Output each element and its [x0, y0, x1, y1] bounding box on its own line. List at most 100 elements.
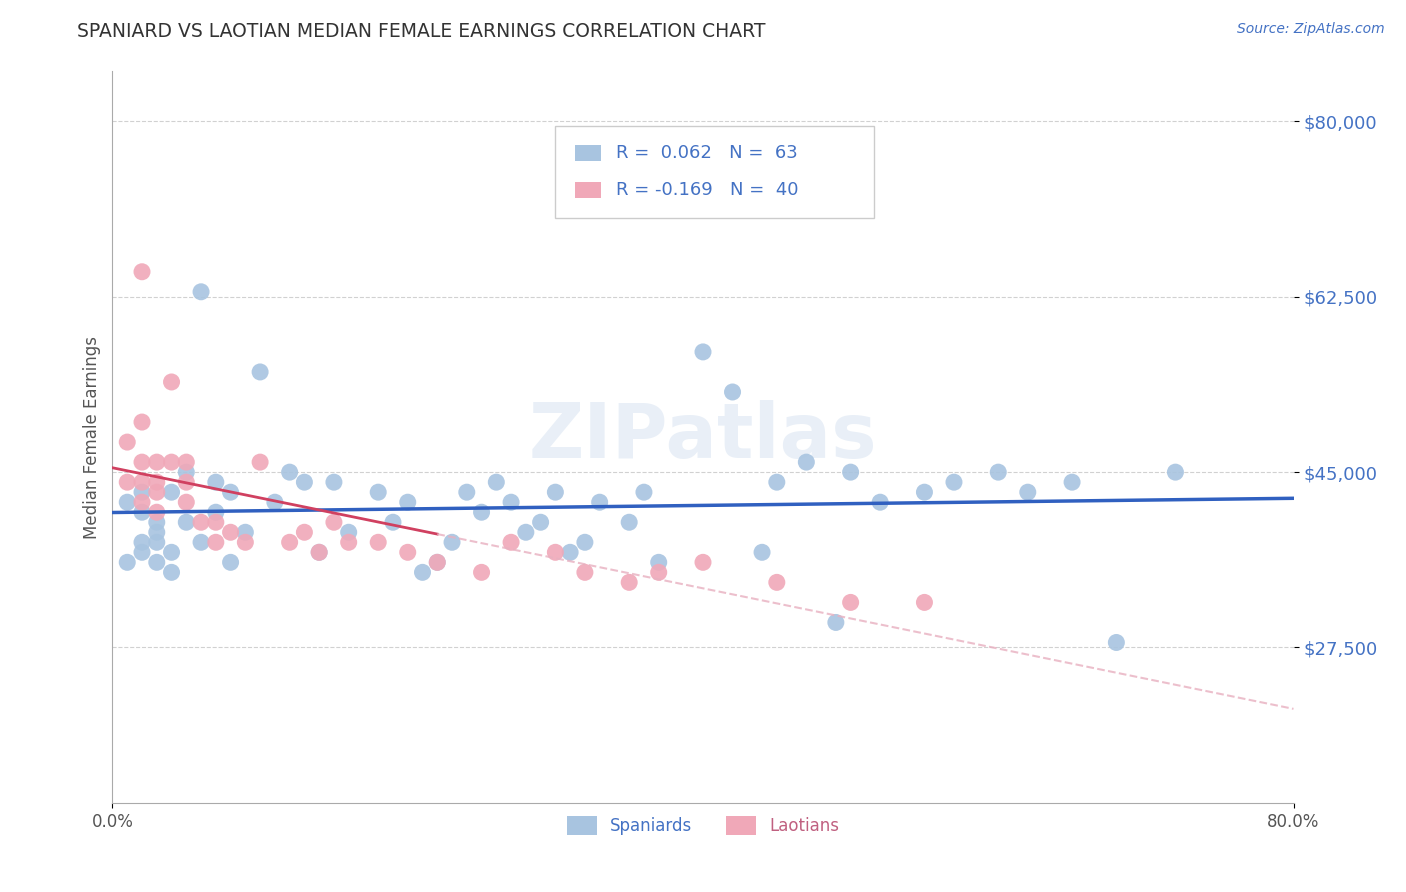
Point	[117, 495, 138, 509]
Point	[382, 515, 405, 529]
Point	[117, 475, 138, 490]
Point	[146, 535, 169, 549]
Point	[337, 525, 360, 540]
Point	[839, 465, 862, 479]
Point	[766, 475, 789, 490]
Point	[1017, 485, 1039, 500]
Point	[367, 485, 389, 500]
Point	[456, 485, 478, 500]
Point	[219, 485, 242, 500]
Point	[131, 545, 153, 559]
Point	[205, 535, 228, 549]
Point	[515, 525, 537, 540]
Point	[619, 575, 641, 590]
Point	[219, 555, 242, 569]
Point	[131, 485, 153, 500]
Text: R =  0.062   N =  63: R = 0.062 N = 63	[616, 145, 797, 162]
Point	[411, 566, 433, 580]
Point	[721, 384, 744, 399]
Point	[146, 525, 169, 540]
Point	[205, 505, 228, 519]
Point	[544, 545, 567, 559]
Point	[160, 455, 183, 469]
Point	[647, 566, 671, 580]
Point	[190, 535, 212, 549]
Point	[131, 535, 153, 549]
Point	[470, 566, 494, 580]
Point	[367, 535, 389, 549]
Point	[146, 555, 169, 569]
Point	[174, 495, 197, 509]
Point	[824, 615, 846, 630]
Point	[131, 505, 153, 519]
Point	[131, 265, 153, 279]
Point	[470, 505, 494, 519]
Point	[233, 535, 256, 549]
Point	[426, 555, 449, 569]
Point	[839, 595, 862, 609]
Point	[869, 495, 891, 509]
Point	[766, 575, 789, 590]
Point	[131, 475, 153, 490]
Point	[146, 455, 169, 469]
Text: R = -0.169   N =  40: R = -0.169 N = 40	[616, 181, 799, 199]
Point	[574, 535, 596, 549]
Point	[174, 465, 197, 479]
Point	[323, 515, 346, 529]
Point	[396, 545, 419, 559]
Point	[619, 515, 641, 529]
Point	[987, 465, 1010, 479]
Point	[264, 495, 287, 509]
Point	[146, 475, 169, 490]
Point	[174, 455, 197, 469]
Point	[249, 365, 271, 379]
Point	[633, 485, 655, 500]
Point	[233, 525, 256, 540]
Point	[1105, 635, 1128, 649]
Point	[942, 475, 965, 490]
Point	[160, 545, 183, 559]
Point	[588, 495, 610, 509]
FancyBboxPatch shape	[575, 145, 602, 161]
Point	[160, 375, 183, 389]
Point	[914, 485, 936, 500]
Point	[278, 535, 301, 549]
Point	[174, 475, 197, 490]
Point	[308, 545, 330, 559]
Point	[558, 545, 582, 559]
Point	[751, 545, 773, 559]
Point	[544, 485, 567, 500]
Point	[692, 345, 714, 359]
Point	[205, 475, 228, 490]
Text: SPANIARD VS LAOTIAN MEDIAN FEMALE EARNINGS CORRELATION CHART: SPANIARD VS LAOTIAN MEDIAN FEMALE EARNIN…	[77, 22, 766, 41]
Point	[292, 525, 315, 540]
Point	[308, 545, 330, 559]
Point	[501, 535, 523, 549]
Point	[278, 465, 301, 479]
Point	[1062, 475, 1084, 490]
Point	[501, 495, 523, 509]
Point	[292, 475, 315, 490]
Point	[426, 555, 449, 569]
Point	[914, 595, 936, 609]
FancyBboxPatch shape	[575, 182, 602, 198]
Point	[323, 475, 346, 490]
Point	[485, 475, 508, 490]
Point	[205, 515, 228, 529]
Point	[190, 515, 212, 529]
Legend: Spaniards, Laotians: Spaniards, Laotians	[560, 809, 846, 842]
Point	[1164, 465, 1187, 479]
Point	[219, 525, 242, 540]
Point	[160, 566, 183, 580]
Point	[647, 555, 671, 569]
FancyBboxPatch shape	[555, 126, 875, 218]
Point	[117, 435, 138, 450]
Point	[174, 515, 197, 529]
Point	[574, 566, 596, 580]
Point	[692, 555, 714, 569]
Point	[190, 285, 212, 299]
Point	[796, 455, 818, 469]
Point	[146, 515, 169, 529]
Point	[117, 555, 138, 569]
Text: ZIPatlas: ZIPatlas	[529, 401, 877, 474]
